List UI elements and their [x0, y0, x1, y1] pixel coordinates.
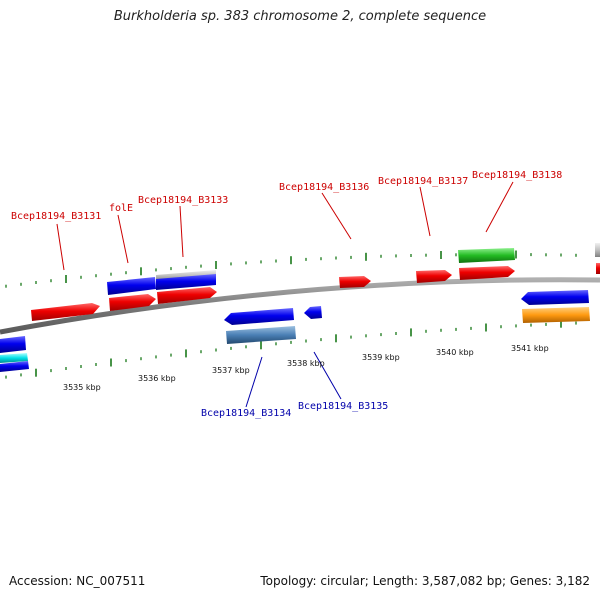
inner-tick-ring: [5, 319, 577, 379]
map-title: Burkholderia sp. 383 chromosome 2, compl…: [113, 9, 487, 24]
kbp-label: 3540 kbp: [436, 348, 474, 357]
kbp-label: 3539 kbp: [362, 353, 400, 362]
gene-left-edge-cyan[interactable]: [0, 353, 28, 363]
gene-left-edge-blue[interactable]: [0, 336, 26, 353]
gene-b3138[interactable]: [459, 266, 515, 280]
label-b3136[interactable]: Bcep18194_B3136: [279, 182, 369, 193]
kbp-label: 3537 kbp: [212, 366, 250, 375]
label-b3137[interactable]: Bcep18194_B3137: [378, 176, 468, 187]
label-b3134[interactable]: Bcep18194_B3134: [201, 408, 291, 419]
gene-b3131[interactable]: [31, 303, 100, 321]
gene-fwd-edge[interactable]: [596, 263, 600, 274]
outer-tick-ring: [5, 250, 577, 288]
kbp-label: 3535 kbp: [63, 383, 101, 392]
gene-left-edge-blue2[interactable]: [0, 361, 29, 372]
kbp-label: 3541 kbp: [511, 344, 549, 353]
kbp-label: 3538 kbp: [287, 359, 325, 368]
label-fole[interactable]: folE: [109, 203, 133, 214]
gene-fole[interactable]: [109, 294, 156, 311]
gene-b3134-steel[interactable]: [226, 326, 296, 344]
gene-b3135[interactable]: [304, 306, 322, 319]
accession-text: Accession: NC_007511: [9, 574, 146, 588]
gene-right-orange[interactable]: [522, 307, 590, 323]
gene-labels: Bcep18194_B3131 folE Bcep18194_B3133 Bce…: [11, 170, 562, 419]
gene-b3136[interactable]: [339, 276, 371, 288]
label-leaders: [56, 181, 514, 408]
reverse-strand-genes: [0, 290, 590, 372]
gene-right-blue[interactable]: [521, 290, 589, 305]
gene-fole-rna[interactable]: [107, 277, 156, 295]
gene-b3138-green[interactable]: [458, 248, 515, 263]
kbp-label: 3536 kbp: [138, 374, 176, 383]
chromosome-backbone: [0, 277, 600, 335]
gene-b3137[interactable]: [416, 270, 452, 283]
label-b3138[interactable]: Bcep18194_B3138: [472, 170, 562, 181]
label-b3131[interactable]: Bcep18194_B3131: [11, 211, 101, 222]
gene-b3133-blue[interactable]: [156, 274, 216, 290]
kbp-labels: 3535 kbp 3536 kbp 3537 kbp 3538 kbp 3539…: [63, 344, 549, 392]
forward-strand-genes: [31, 243, 600, 321]
gene-b3134[interactable]: [224, 308, 294, 325]
label-b3135[interactable]: Bcep18194_B3135: [298, 401, 388, 412]
gene-edge-gray[interactable]: [595, 243, 600, 257]
topology-text: Topology: circular; Length: 3,587,082 bp…: [260, 574, 590, 588]
gene-b3133[interactable]: [157, 287, 217, 304]
label-b3133[interactable]: Bcep18194_B3133: [138, 195, 228, 206]
